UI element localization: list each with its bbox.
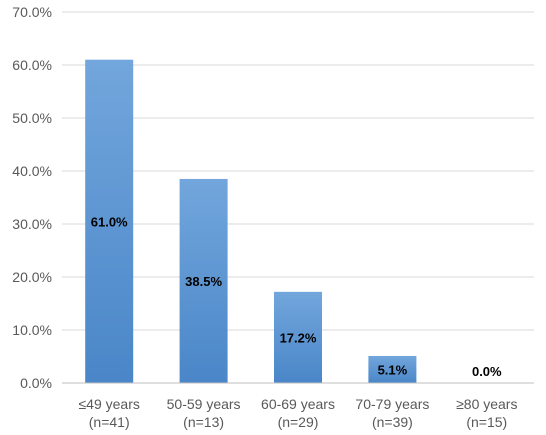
gridlines <box>62 11 534 331</box>
y-tick-label: 60.0% <box>12 57 52 73</box>
y-tick-label: 0.0% <box>20 375 52 391</box>
data-label: 38.5% <box>185 274 222 289</box>
category-label: 50-59 years <box>167 396 241 412</box>
category-label: (n=29) <box>278 414 319 430</box>
data-labels: 61.0% 38.5% 17.2% 5.1% 0.0% <box>91 214 502 379</box>
y-tick-label: 70.0% <box>12 4 52 20</box>
y-tick-label: 20.0% <box>12 269 52 285</box>
category-labels: ≤49 years (n=41) 50-59 years (n=13) 60-69 ye… <box>79 396 518 430</box>
category-label: 70-79 years <box>355 396 429 412</box>
y-tick-label: 10.0% <box>12 322 52 338</box>
bar <box>179 178 228 383</box>
category-label: ≥80 years <box>456 396 517 412</box>
category-label: (n=13) <box>183 414 224 430</box>
category-label: ≤49 years <box>79 396 140 412</box>
y-tick-label: 40.0% <box>12 163 52 179</box>
category-label: (n=15) <box>466 414 507 430</box>
y-tick-label: 30.0% <box>12 216 52 232</box>
bar <box>368 355 417 383</box>
bars <box>85 59 417 383</box>
bar <box>85 59 134 383</box>
category-label: (n=39) <box>372 414 413 430</box>
category-label: (n=41) <box>89 414 130 430</box>
bar <box>274 291 322 383</box>
y-tick-label: 50.0% <box>12 110 52 126</box>
data-label: 0.0% <box>472 364 502 379</box>
data-label: 61.0% <box>91 214 128 229</box>
y-axis-ticks: 0.0% 10.0% 20.0% 30.0% 40.0% 50.0% 60.0% 70.0% <box>12 4 52 391</box>
category-label: 60-69 years <box>261 396 335 412</box>
data-label: 17.2% <box>280 330 317 345</box>
data-label: 5.1% <box>378 362 408 377</box>
